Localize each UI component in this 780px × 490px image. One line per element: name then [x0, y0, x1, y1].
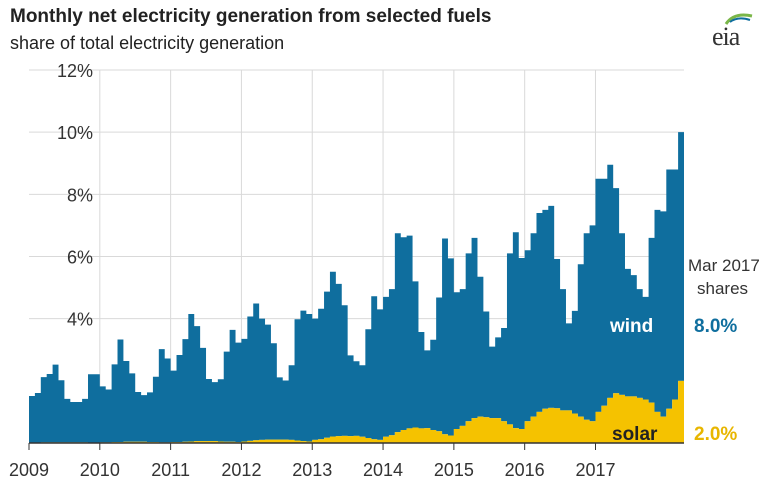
x-tick-label: 2009: [9, 460, 49, 480]
x-tick-label: 2013: [292, 460, 332, 480]
x-tick-label: 2012: [221, 460, 261, 480]
series-areas: [29, 132, 684, 443]
y-tick-label: 6%: [67, 248, 93, 268]
x-tick-label: 2010: [80, 460, 120, 480]
end-label-solar: 2.0%: [694, 424, 737, 445]
y-tick-label: 4%: [67, 310, 93, 330]
series-label-wind: wind: [609, 316, 653, 337]
axes: [28, 442, 684, 450]
series-label-solar: solar: [612, 424, 658, 445]
y-tick-label: 8%: [67, 185, 93, 205]
series-area-wind: [29, 132, 684, 443]
chart-title: Monthly net electricity generation from …: [10, 6, 492, 27]
series-area-solar: [29, 380, 684, 443]
x-tick-label: 2017: [575, 460, 615, 480]
x-tick-label: 2014: [363, 460, 403, 480]
eia-logo: eia: [712, 8, 766, 51]
chart-subtitle: share of total electricity generation: [10, 33, 285, 53]
y-tick-label: 10%: [57, 123, 93, 143]
x-tick-label: 2016: [505, 460, 545, 480]
gridlines: [29, 69, 684, 443]
annotation-date: Mar 2017: [688, 256, 760, 275]
y-tick-label: 12%: [57, 61, 93, 81]
y-tick-labels: 12% 10% 8% 6% 4%: [57, 61, 93, 330]
x-tick-label: 2011: [151, 460, 190, 480]
x-tick-labels: 2009 2010 2011 2012 2013 2014 2015 2016 2017: [9, 460, 616, 480]
logo-text: eia: [712, 22, 740, 51]
x-tick-label: 2015: [434, 460, 474, 480]
logo-swoosh-icon: [724, 13, 753, 25]
annotation-shares: shares: [697, 279, 748, 298]
end-label-wind: 8.0%: [694, 316, 737, 337]
